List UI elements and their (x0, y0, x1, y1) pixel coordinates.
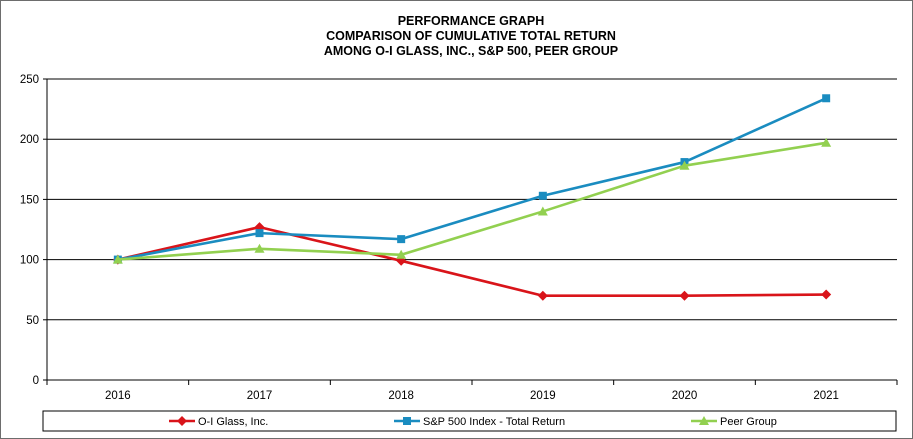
data-point (821, 137, 832, 147)
series-layer (112, 94, 832, 301)
series-line (117, 97, 827, 261)
y-tick-label: 150 (20, 194, 39, 206)
legend-label: Peer Group (720, 416, 777, 428)
legend-item: Peer Group (691, 416, 777, 428)
legend-item: S&P 500 Index - Total Return (394, 416, 565, 428)
y-tick-label: 50 (26, 315, 39, 327)
x-tick-label: 2017 (247, 390, 273, 402)
legend-box (42, 410, 897, 432)
chart-title-line-3: AMONG O-I GLASS, INC., S&P 500, PEER GRO… (324, 44, 618, 58)
data-point (538, 191, 547, 200)
legend-swatch-marker (699, 416, 709, 425)
series-s-p-500-index-total-return (113, 94, 831, 264)
data-point (821, 289, 832, 300)
y-tick-label: 250 (20, 74, 39, 86)
legend-swatch-marker (403, 417, 411, 425)
x-tick-label: 2019 (530, 390, 556, 402)
data-point (112, 254, 123, 264)
data-point (397, 235, 406, 244)
data-point (255, 229, 264, 238)
data-point (822, 94, 831, 103)
data-point (254, 243, 265, 253)
series-line (117, 225, 827, 298)
x-tick-label: 2020 (672, 390, 698, 402)
legend: O-I Glass, Inc. S&P 500 Index - Total Ret… (42, 410, 897, 432)
x-tick-label: 2021 (813, 390, 839, 402)
series-line (117, 141, 827, 261)
data-point (396, 255, 407, 266)
data-point (537, 206, 548, 216)
chart-title-line-1: PERFORMANCE GRAPH (398, 14, 545, 28)
chart-title-line-2: COMPARISON OF CUMULATIVE TOTAL RETURN (326, 29, 616, 43)
x-tick-label: 2018 (388, 390, 414, 402)
legend-label: S&P 500 Index - Total Return (423, 416, 565, 428)
legend-label: O-I Glass, Inc. (198, 416, 268, 428)
chart-title: PERFORMANCE GRAPH COMPARISON OF CUMULATI… (324, 14, 618, 58)
gridlines (47, 78, 897, 321)
data-point (537, 290, 548, 301)
legend-item: O-I Glass, Inc. (169, 416, 268, 428)
data-point (679, 160, 690, 170)
data-point (396, 249, 407, 259)
data-point (679, 290, 690, 301)
y-tick-label: 100 (20, 255, 39, 267)
y-tick-label: 0 (33, 375, 39, 387)
series-peer-group (112, 137, 832, 264)
y-tick-label: 200 (20, 134, 39, 146)
legend-swatch-marker (177, 416, 187, 426)
x-tick-label: 2016 (105, 390, 131, 402)
axes: 0 50 100 150 200 250 2016 2017 2018 2019 2020 2021 (20, 74, 898, 402)
